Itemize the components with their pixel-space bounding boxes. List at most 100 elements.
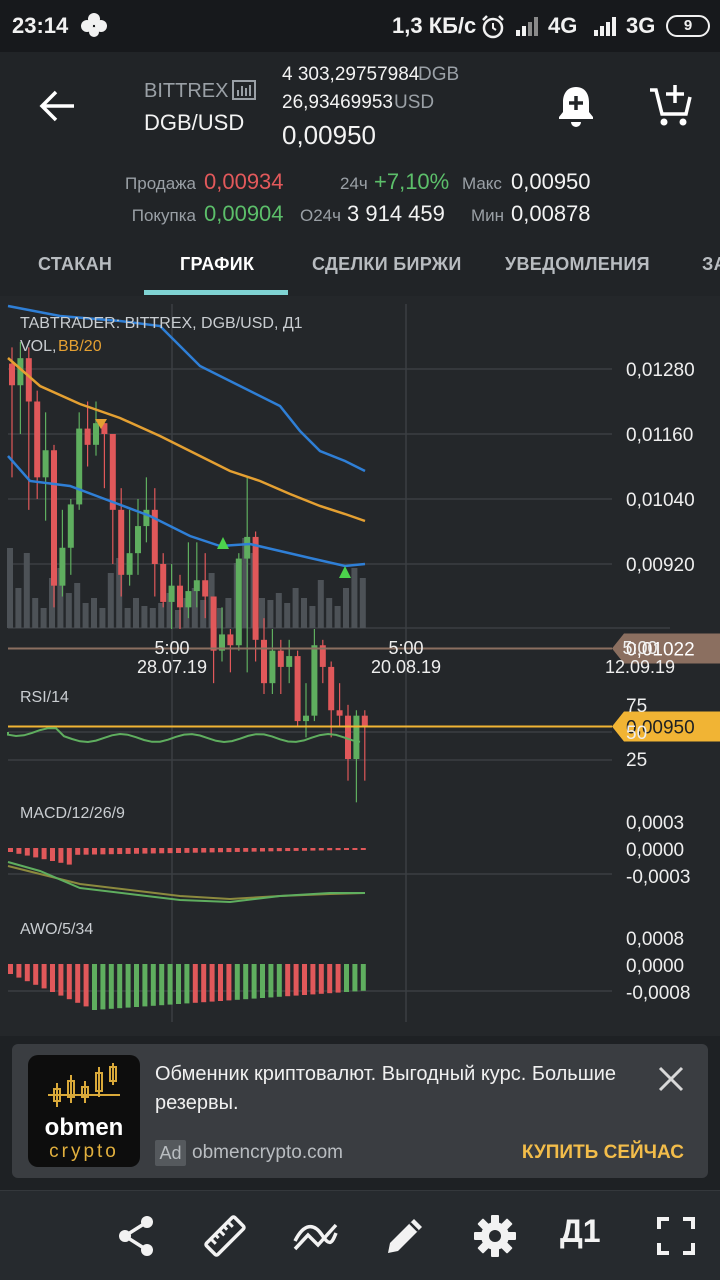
macd-hist-bar [302,848,307,851]
macd-hist-bar [201,848,207,853]
macd-tick: 0,0000 [626,840,684,861]
macd-hist-bar [134,848,139,854]
add-alert-icon[interactable] [556,84,596,128]
awo-tick: 0,0008 [626,929,684,950]
macd-hist-bar [24,848,30,856]
awo-bar [50,964,55,992]
candle [277,650,284,667]
status-bar: 23:14 1,3 КБ/с 4G 3G 9 [0,0,720,52]
macd-hist-bar [192,848,198,853]
signal-icon-2 [594,17,616,36]
macd-hist-bar [209,848,215,853]
logo-word-obmen: obmen [45,1114,124,1141]
macd-hist-bar [251,848,257,852]
awo-bar [327,964,333,994]
ad-text: Обменник криптовалют. Выгодный курс. Бол… [155,1063,617,1114]
macd-hist-bar [8,848,13,852]
candle [303,715,309,722]
candle [160,564,167,602]
macd-hist-bar [117,848,123,855]
macd-hist-bar [142,848,148,854]
tab-more[interactable]: ЗА [702,254,720,274]
status-net2: 3G [626,13,656,38]
x-tick-time: 5:00 [154,638,189,658]
back-arrow-icon[interactable] [38,89,76,123]
candle [219,634,225,651]
macd-label: MACD/12/26/9 [20,805,125,822]
price-chart[interactable]: 0,01280 0,01160 0,01040 0,00920 0,01022 0,009… [0,296,720,1036]
tab-trades[interactable]: СДЕЛКИ БИРЖИ [312,254,462,274]
volume-bar [267,600,274,628]
exchange-name: BITTREX [144,80,229,102]
volume-usd: 26,93469953 [282,92,393,113]
candle [135,526,141,554]
candle [168,585,175,602]
volume-bar [82,603,89,628]
ad-banner[interactable]: obmen crypto Обменник криптовалют. Выгод… [12,1044,708,1178]
awo-tick: -0,0008 [626,983,690,1004]
bb-middle-line [7,357,366,523]
candle [244,536,251,559]
volume-bar [124,608,131,628]
candle [252,536,259,640]
pencil-icon[interactable] [382,1213,428,1259]
timeframe-button[interactable]: Д1 [560,1213,601,1249]
indicators-icon[interactable] [292,1213,338,1259]
tab-chart[interactable]: ГРАФИК [180,254,255,274]
candle [328,666,335,711]
ad-cta-button[interactable]: КУПИТЬ СЕЙЧАС [521,1142,684,1163]
ruler-icon[interactable] [202,1213,248,1259]
x-tick-date: 28.07.19 [137,657,207,677]
status-speed: 1,3 КБ/с [392,13,477,38]
awo-bar [234,964,240,1000]
tab-notifications[interactable]: УВЕДОМЛЕНИЯ [505,254,650,274]
volume-bar [259,598,265,628]
awo-bar [360,964,366,991]
candle [9,363,15,386]
chart-bars-icon[interactable] [232,80,256,100]
candle [361,715,368,727]
awo-bar [16,964,22,978]
candle [202,580,209,597]
sell-value: 0,00934 [204,169,284,194]
macd-hist-bar [285,848,291,852]
gear-icon[interactable] [472,1213,518,1259]
awo-bar [335,964,341,993]
volume-bar [200,600,207,628]
buy-label: Покупка [131,206,196,225]
indicator-vol: VOL, [20,338,56,355]
volume-bar [351,568,358,628]
status-net1: 4G [548,13,578,38]
candle [118,509,125,575]
logo-word-crypto: crypto [49,1141,119,1162]
awo-bar [218,964,223,1001]
add-to-cart-icon[interactable] [648,82,694,128]
volume-dgb: 4 303,29757984 [282,64,420,85]
awo-bar [318,964,324,994]
fullscreen-icon[interactable] [653,1213,699,1259]
awo-bar [192,964,198,1003]
min-value: 0,00878 [511,201,591,226]
candle [235,558,242,646]
candle [151,509,158,564]
candle [227,634,234,646]
awo-bar [176,964,181,1004]
macd-tick: 0,0003 [626,813,684,834]
macd-tick: -0,0003 [626,867,690,888]
volume-bar [175,610,181,628]
awo-bar [226,964,232,1001]
chart-area[interactable]: 0,01280 0,01160 0,01040 0,00920 0,01022 0,009… [0,296,720,1036]
candle [51,450,57,586]
close-icon[interactable] [654,1062,688,1096]
candle [193,580,200,592]
macd-hist-bar [125,848,131,854]
share-icon[interactable] [113,1213,159,1259]
volume-bar [343,588,349,628]
macd-hist-bar [150,848,156,854]
candle [67,504,74,548]
tab-orderbook[interactable]: СТАКАН [38,254,113,274]
ad-url[interactable]: obmencrypto.com [192,1142,344,1163]
vol24-label: О24ч [300,206,341,225]
awo-bar [66,964,72,1000]
min-label: Мин [471,206,505,225]
